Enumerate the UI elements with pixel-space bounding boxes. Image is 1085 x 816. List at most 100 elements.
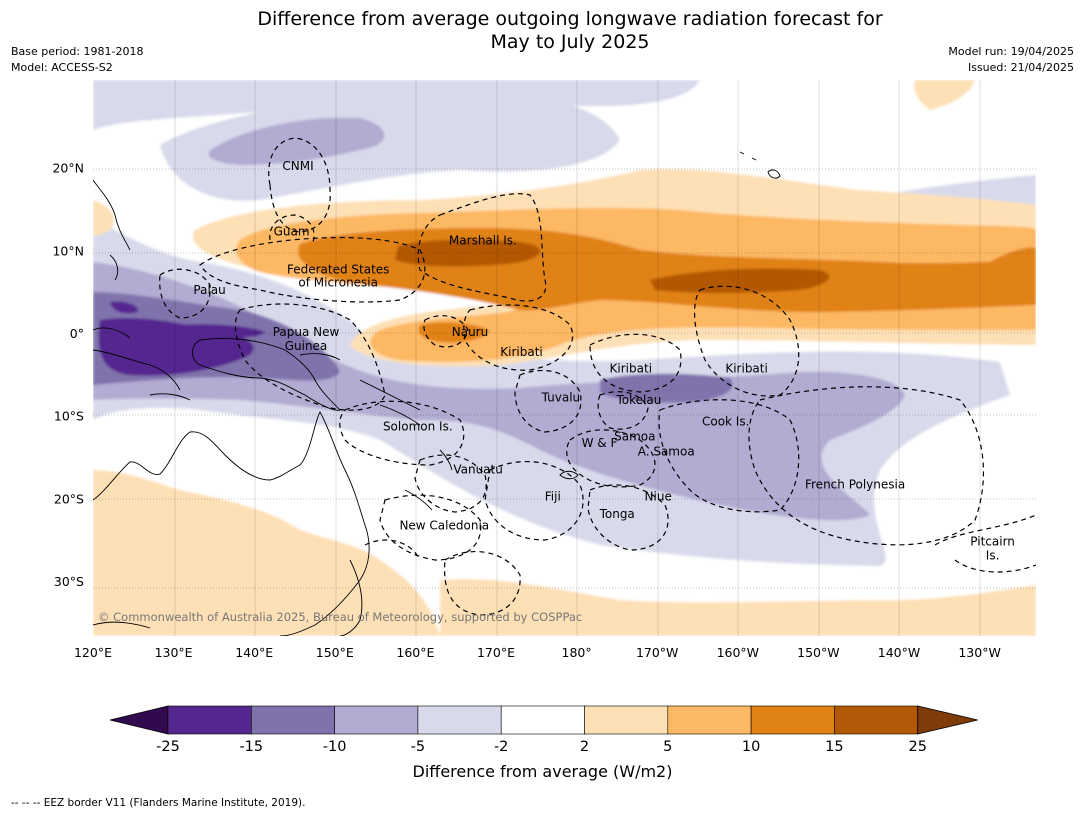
colorbar-label: Difference from average (W/m2) (412, 762, 673, 781)
eez-tokelau (597, 391, 649, 430)
anomaly-field (93, 80, 1036, 636)
indonesia-coast (93, 327, 181, 391)
eez-tonga-niue (587, 484, 669, 551)
longitude-tick-label: 140°E (235, 645, 273, 660)
east-negative-core (600, 373, 733, 403)
country-label: of Micronesia (298, 276, 378, 290)
colorbar-swatch (834, 705, 919, 735)
eez-lord-howe (364, 539, 421, 561)
longitude-tick-label: 170°E (477, 645, 515, 660)
longitude-ticks: 120°E 130°E 140°E 150°E 160°E 170°E 180° 170°W 1… (74, 645, 1001, 660)
eez-tuvalu (514, 369, 582, 433)
country-label: Cook Is. (702, 415, 749, 429)
country-label: A. Samoa (638, 444, 695, 458)
latitude-tick-label: 20°S (54, 491, 84, 506)
country-label: Kiribati (500, 345, 542, 359)
model-name: Model: ACCESS-S2 (11, 61, 113, 74)
eez-palau (159, 268, 211, 319)
northwest-positive (93, 200, 114, 236)
north-negative-band (160, 91, 620, 201)
title-line-2: May to July 2025 (490, 31, 650, 53)
australia-coast (93, 411, 370, 636)
meta-right: Model run: 19/04/2025 Issued: 21/04/2025 (948, 44, 1074, 76)
country-label: Solomon Is. (383, 420, 453, 434)
country-label: Niue (645, 490, 672, 504)
longitude-tick-label: 150°E (316, 645, 354, 660)
latitude-ticks: 20°N 10°N 0° 10°S 20°S 30°S (52, 161, 84, 589)
colorbar-tick-label: 5 (663, 739, 672, 755)
colorbar-swatch (251, 705, 335, 735)
eez-kiribati-west (463, 304, 574, 371)
eez-cnmi (268, 137, 331, 233)
colorbar-tick-label: -5 (411, 739, 425, 755)
colorbar-swatch (167, 705, 252, 735)
country-label: Is. (986, 549, 1000, 563)
longitude-tick-label: 160°E (396, 645, 434, 660)
title-line-1: Difference from average outgoing longwav… (257, 8, 883, 30)
latitude-tick-label: 30°S (54, 574, 84, 589)
eez-fsm (199, 236, 426, 303)
eez-wf-samoa (566, 429, 656, 488)
timor-coast (149, 393, 191, 401)
fiji-coast (559, 470, 579, 480)
country-label: New Caledonia (399, 519, 489, 533)
eez-guam (269, 214, 315, 246)
issued-date: Issued: 21/04/2025 (967, 61, 1074, 74)
meta-left: Base period: 1981-2018 Model: ACCESS-S2 (11, 44, 143, 76)
eez-kiribati-phoenix (589, 333, 682, 393)
png-strong-negative-2 (170, 324, 265, 338)
longitude-tick-label: 170°W (636, 645, 678, 660)
graticule (93, 168, 1036, 589)
country-label: Kiribati (610, 362, 652, 376)
country-label: Guinea (285, 339, 328, 353)
longitude-tick-label: 160°W (717, 645, 759, 660)
longitude-tick-label: 140°W (878, 645, 920, 660)
latitude-tick-label: 0° (70, 326, 84, 341)
colorbar-swatch (500, 705, 585, 735)
solomon-coast (359, 379, 421, 426)
east-positive-10 (990, 247, 1036, 272)
eez-borders (159, 137, 1036, 616)
eez-pitcairn (934, 514, 1036, 573)
colorbar-tick-label: 25 (908, 739, 926, 755)
colorbar-swatch (417, 705, 502, 735)
country-label: French Polynesia (805, 477, 905, 491)
colorbar-max-extend (917, 705, 978, 735)
country-label: Samoa (614, 429, 655, 443)
country-label: Marshall Is. (449, 233, 517, 247)
longitude-tick-label: 150°W (797, 645, 839, 660)
eez-french-polynesia (748, 386, 984, 546)
colorbar-tick-label: 15 (825, 739, 843, 755)
philippines-coast (93, 179, 131, 281)
new-caledonia-coast (404, 489, 433, 511)
country-label: Tuvalu (541, 391, 581, 405)
country-label: Fiji (545, 490, 561, 504)
colorbar-min-extend (109, 705, 169, 735)
map-title: Difference from average outgoing longwav… (0, 8, 1085, 54)
country-label: Kiribati (725, 362, 767, 376)
longitude-tick-label: 180° (562, 645, 592, 660)
model-run: Model run: 19/04/2025 (948, 45, 1074, 58)
copyright-text: © Commonwealth of Australia 2025, Bureau… (98, 610, 582, 624)
longitude-tick-label: 130°W (958, 645, 1000, 660)
north-top-negative (93, 80, 700, 130)
spcz-negative (93, 262, 905, 521)
country-label: Guam (274, 224, 310, 238)
central-positive-15 (650, 268, 830, 293)
eez-nz-kermadec (443, 551, 521, 616)
nauru-positive-10 (418, 322, 490, 343)
latitude-tick-label: 10°N (52, 243, 84, 258)
png-strong-negative-3 (110, 301, 139, 314)
eez-new-caledonia (379, 494, 482, 561)
colorbar-tick-label: -10 (323, 739, 347, 755)
country-label: Pitcairn (970, 534, 1015, 548)
nz-coast (339, 559, 363, 636)
meridians (174, 80, 981, 636)
png-coast (192, 338, 341, 411)
colorbar-swatch (667, 705, 752, 735)
new-britain-coast (299, 353, 341, 361)
colorbar-swatch (334, 705, 419, 735)
eez-cook (658, 399, 800, 513)
hawaii-coast (739, 151, 781, 179)
